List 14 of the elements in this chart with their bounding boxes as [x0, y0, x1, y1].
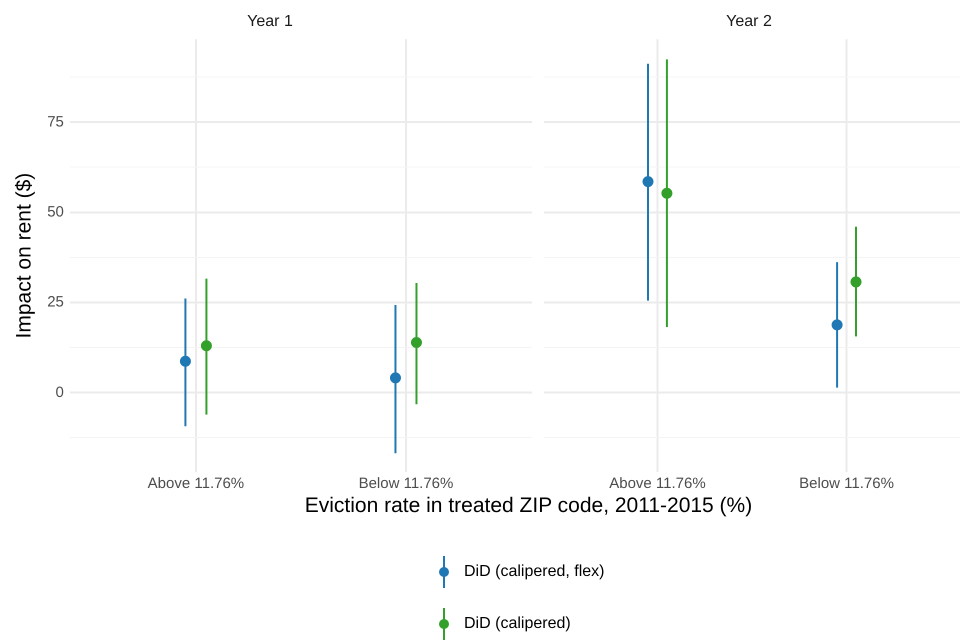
x-tick-label: Above 11.76%	[148, 475, 244, 492]
y-axis-title: Impact on rent ($)	[12, 172, 36, 338]
x-tick-label: Below 11.76%	[799, 475, 894, 492]
legend-label: DiD (calipered, flex)	[464, 563, 604, 581]
legend-label: DiD (calipered)	[464, 615, 571, 633]
chart-title: Year 1	[247, 13, 293, 30]
x-axis-title: Eviction rate in treated ZIP code, 2011-2015 (%)	[304, 494, 754, 518]
y-tick-label: 75	[47, 113, 64, 130]
x-tick-label: Above 11.76%	[609, 475, 706, 492]
y-tick-label: 0	[56, 384, 64, 401]
y-tick-label: 50	[47, 203, 64, 220]
x-tick-label: Below 11.76%	[358, 475, 454, 492]
y-tick-label: 25	[47, 294, 64, 311]
chart-title: Year 2	[726, 13, 772, 30]
